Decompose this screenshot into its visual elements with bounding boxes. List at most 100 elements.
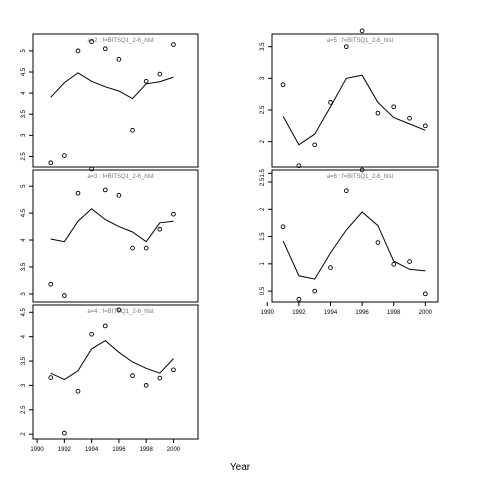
- observed-point: [89, 39, 94, 44]
- x-tick-label: 1990: [261, 310, 275, 316]
- observed-point: [157, 71, 163, 77]
- y-tick-label: 5: [21, 184, 27, 188]
- y-tick-label: 2.5: [260, 105, 266, 114]
- observed-point: [312, 142, 318, 148]
- observed-point: [157, 226, 163, 232]
- panel-frame: [271, 33, 439, 168]
- observed-point: [391, 104, 397, 110]
- observed-point: [130, 373, 135, 379]
- y-tick-label: 3.5: [21, 262, 27, 271]
- panel-frame: [32, 169, 199, 303]
- observed-point: [280, 224, 286, 230]
- panel-frame: [271, 169, 439, 303]
- x-tick-label: 1994: [324, 310, 338, 316]
- observed-point: [75, 48, 81, 54]
- observed-point: [423, 123, 428, 129]
- x-tick-label: 2000: [167, 447, 181, 453]
- observed-point: [391, 262, 397, 267]
- observed-point: [75, 388, 81, 394]
- x-tick-label: 1998: [140, 447, 154, 453]
- x-tick-label: 1992: [292, 310, 306, 316]
- x-tick-label: 1998: [387, 310, 401, 316]
- x-tick-label: 1990: [30, 447, 44, 453]
- panel-title: a=4 : f=BITSQ1_2-6_hist: [87, 309, 154, 315]
- observed-point: [116, 192, 122, 198]
- observed-point: [375, 240, 381, 245]
- panel-frame: [32, 304, 199, 440]
- observed-point: [171, 42, 176, 47]
- observed-point: [130, 245, 135, 251]
- y-tick-label: 4.5: [21, 208, 27, 217]
- observed-point: [328, 100, 333, 105]
- observed-point: [407, 115, 412, 121]
- observed-point: [102, 323, 108, 329]
- y-tick-label: 1: [260, 261, 266, 265]
- y-tick-label: 2: [260, 207, 266, 211]
- y-tick-label: 4.5: [21, 307, 27, 316]
- observed-point: [143, 78, 149, 84]
- observed-point: [116, 56, 122, 62]
- model-fit-line: [50, 339, 174, 381]
- x-tick-label: 1994: [85, 447, 99, 453]
- x-tick-label: 2000: [419, 310, 433, 316]
- observed-point: [296, 163, 302, 169]
- observed-point: [143, 245, 149, 251]
- observed-point: [423, 291, 428, 297]
- panel-title: a=2 : f=BITSQ1_2-6_hist: [87, 38, 154, 44]
- observed-point: [280, 82, 286, 88]
- observed-point: [328, 265, 333, 270]
- model-fit-line: [282, 74, 426, 146]
- panel-4: a=5 : f=BITSQ1_2-6_hist 1.5 2 2.5 3 3.5: [260, 28, 439, 178]
- observed-point: [62, 153, 67, 158]
- observed-point: [48, 281, 54, 287]
- observed-point: [62, 430, 67, 436]
- y-tick-label: 2.5: [260, 177, 266, 186]
- observed-point: [75, 190, 81, 196]
- panel-3: a=4 : f=BITSQ1_2-6_hist 2 2.5 3 3.5 4 4.5 1990 1…: [21, 304, 199, 453]
- y-tick-label: 4.5: [21, 67, 27, 76]
- y-tick-label: 3: [260, 76, 266, 80]
- observed-point: [171, 211, 176, 217]
- observed-point: [102, 187, 108, 193]
- model-fit-line: [282, 211, 426, 280]
- observed-point: [171, 367, 176, 373]
- y-tick-label: 3: [21, 292, 27, 296]
- observed-point: [359, 28, 365, 34]
- y-tick-label: 3: [21, 383, 27, 387]
- observed-point: [89, 331, 94, 337]
- model-fit-line: [50, 208, 174, 243]
- y-tick-label: 3.5: [21, 109, 27, 118]
- x-axis-label: Year: [230, 462, 251, 473]
- y-tick-label: 3.5: [260, 42, 266, 51]
- y-tick-label: 2: [260, 139, 266, 143]
- y-tick-label: 1.5: [260, 169, 266, 178]
- panel-title: a=6 : f=BITSQ1_2-6_hist: [327, 174, 394, 180]
- y-tick-label: 4: [21, 238, 27, 242]
- panel-title: a=3 : f=BITSQ1_2-6_hist: [87, 174, 154, 180]
- y-tick-label: 3: [21, 133, 27, 137]
- x-tick-label: 1996: [112, 447, 126, 453]
- observed-point: [48, 160, 54, 166]
- y-tick-label: 3.5: [21, 356, 27, 365]
- y-tick-label: 2.5: [21, 405, 27, 414]
- panel-1: a=2 : f=BITSQ1_2-6_hist 2.5 3 3.5 4 4.5 5: [21, 33, 199, 168]
- observed-point: [130, 127, 135, 133]
- y-tick-label: 0.5: [260, 286, 266, 295]
- observed-point: [343, 188, 349, 194]
- y-tick-label: 5: [21, 49, 27, 53]
- model-fit-line: [50, 72, 174, 100]
- panel-2: a=3 : f=BITSQ1_2-6_hist 3 3.5 4 4.5 5: [21, 166, 199, 303]
- x-tick-label: 1996: [355, 310, 369, 316]
- observed-point: [157, 375, 163, 381]
- y-tick-label: 4: [21, 334, 27, 338]
- observed-point: [62, 293, 67, 298]
- y-tick-label: 4: [21, 91, 27, 95]
- observed-point: [343, 44, 349, 50]
- panel-title: a=5 : f=BITSQ1_2-6_hist: [327, 38, 394, 44]
- x-tick-label: 1992: [58, 447, 72, 453]
- y-tick-label: 2: [21, 432, 27, 436]
- panel-frame: [32, 33, 199, 168]
- observed-point: [102, 46, 108, 52]
